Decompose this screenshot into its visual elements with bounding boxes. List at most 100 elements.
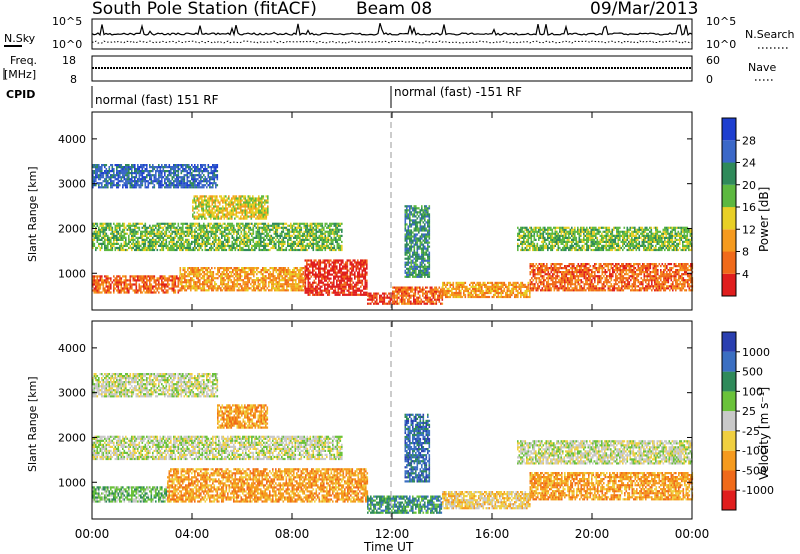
echo-cell xyxy=(138,240,141,243)
echo-cell xyxy=(170,244,172,247)
echo-cell xyxy=(264,244,267,247)
echo-cell xyxy=(446,293,449,297)
echo-cell xyxy=(92,222,94,225)
echo-cell xyxy=(690,281,692,284)
echo-cell xyxy=(116,232,118,235)
echo-cell xyxy=(367,298,369,301)
echo-cell xyxy=(237,232,240,235)
echo-cell xyxy=(577,279,580,282)
echo-cell xyxy=(99,275,102,278)
echo-cell xyxy=(268,281,270,284)
echo-cell xyxy=(173,244,175,247)
echo-cell xyxy=(296,275,299,278)
echo-cell xyxy=(455,289,458,293)
echo-cell xyxy=(177,277,180,280)
echo-cell xyxy=(594,271,596,274)
echo-cell xyxy=(568,281,571,284)
echo-cell xyxy=(475,295,477,299)
echo-cell xyxy=(134,244,136,247)
echo-cell xyxy=(573,283,575,286)
echo-cell xyxy=(580,281,583,284)
echo-cell xyxy=(147,285,150,288)
echo-cell xyxy=(272,275,275,278)
echo-cell xyxy=(361,289,364,292)
echo-cell xyxy=(574,271,577,274)
echo-cell xyxy=(260,277,263,280)
echo-cell xyxy=(251,238,253,241)
echo-cell xyxy=(221,236,223,239)
echo-cell xyxy=(198,238,201,241)
echo-cell xyxy=(396,292,399,295)
echo-cell xyxy=(180,242,183,245)
echo-cell xyxy=(426,298,429,301)
echo-cell xyxy=(138,277,141,280)
echo-cell xyxy=(263,228,265,231)
echo-cell xyxy=(410,288,412,291)
echo-cell xyxy=(174,234,177,237)
echo-cell xyxy=(251,285,254,288)
echo-cell xyxy=(624,273,626,276)
echo-cell xyxy=(324,279,326,282)
echo-cell xyxy=(150,244,153,247)
echo-cell xyxy=(233,269,236,272)
echo-cell xyxy=(257,244,259,247)
echo-cell xyxy=(284,269,287,272)
echo-cell xyxy=(678,265,680,268)
echo-cell xyxy=(168,230,171,233)
echo-cell xyxy=(640,281,643,284)
echo-cell xyxy=(564,285,566,288)
echo-cell xyxy=(237,224,240,227)
echo-cell xyxy=(192,224,195,227)
echo-cell xyxy=(92,238,94,241)
echo-cell xyxy=(443,293,446,297)
echo-cell xyxy=(190,271,192,274)
echo-cell xyxy=(630,265,632,268)
echo-cell xyxy=(187,273,189,276)
echo-cell xyxy=(221,246,223,250)
echo-cell xyxy=(646,263,649,266)
echo-cell xyxy=(120,285,123,288)
echo-cell xyxy=(446,281,449,284)
echo-cell xyxy=(194,269,197,272)
echo-cell xyxy=(144,283,147,286)
echo-cell xyxy=(315,281,317,284)
echo-cell xyxy=(188,275,191,278)
echo-cell xyxy=(561,279,563,282)
echo-cell xyxy=(268,285,270,288)
echo-cell xyxy=(631,289,634,292)
echo-cell xyxy=(96,238,99,241)
echo-cell xyxy=(152,285,154,288)
echo-cell xyxy=(396,286,399,289)
echo-cell xyxy=(202,275,204,278)
echo-cell xyxy=(366,283,368,286)
echo-cell xyxy=(296,285,299,288)
echo-cell xyxy=(285,246,288,250)
echo-cell xyxy=(266,224,268,227)
echo-cell xyxy=(618,281,620,284)
echo-cell xyxy=(168,287,171,290)
echo-cell xyxy=(254,224,256,227)
echo-cell xyxy=(340,271,343,274)
echo-cell xyxy=(253,285,255,288)
echo-cell xyxy=(361,261,364,264)
echo-cell xyxy=(521,291,524,295)
echo-cell xyxy=(321,267,323,270)
echo-cell xyxy=(116,236,118,239)
echo-cell xyxy=(221,279,224,282)
echo-cell xyxy=(512,289,515,293)
echo-cell xyxy=(92,281,94,284)
echo-cell xyxy=(252,224,255,227)
echo-cell xyxy=(411,294,414,297)
echo-cell xyxy=(556,269,559,272)
echo-cell xyxy=(646,287,649,290)
echo-cell xyxy=(503,287,506,290)
echo-cell xyxy=(140,287,142,290)
echo-cell xyxy=(249,248,252,252)
echo-cell xyxy=(261,226,264,229)
echo-cell xyxy=(173,279,175,282)
echo-cell xyxy=(227,232,229,235)
echo-cell xyxy=(627,279,629,282)
echo-cell xyxy=(325,283,328,286)
echo-cell xyxy=(177,291,180,294)
echo-cell xyxy=(207,242,210,245)
